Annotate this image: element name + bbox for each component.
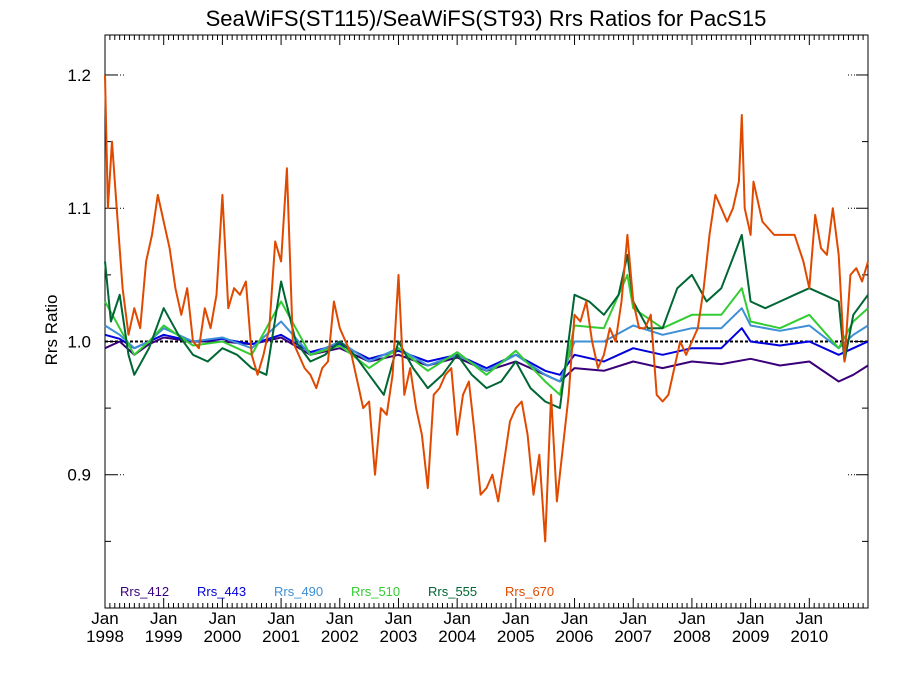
legend-entry: Rrs_443 [197,584,246,599]
x-tick-label-month: Jan [267,609,294,628]
x-tick-label-year: 2003 [380,627,418,646]
x-tick-label-month: Jan [678,609,705,628]
series-line [104,233,869,410]
chart-title: SeaWiFS(ST115)/SeaWiFS(ST93) Rrs Ratios … [206,6,767,31]
legend-entry: Rrs_510 [351,584,400,599]
x-tick-label-year: 2002 [321,627,359,646]
y-tick-label: 1.2 [67,66,91,85]
plot-area: 0.91.01.11.2Jan1998Jan1999Jan2000Jan2001… [67,34,869,646]
x-tick-label-year: 2001 [262,627,300,646]
x-tick-label-year: 2006 [556,627,594,646]
x-tick-label-month: Jan [209,609,236,628]
x-tick-label-year: 2004 [438,627,476,646]
x-tick-label-month: Jan [620,609,647,628]
legend-entry: Rrs_670 [505,584,554,599]
x-tick-label-month: Jan [737,609,764,628]
x-tick-label-year: 1999 [145,627,183,646]
x-tick-label-year: 2010 [790,627,828,646]
legend-entry: Rrs_490 [274,584,323,599]
legend-entry: Rrs_555 [428,584,477,599]
legend-entry: Rrs_412 [120,584,169,599]
x-tick-label-year: 2000 [203,627,241,646]
x-tick-label-year: 2007 [614,627,652,646]
x-tick-label-month: Jan [91,609,118,628]
x-tick-label-year: 2008 [673,627,711,646]
x-tick-label-year: 2009 [732,627,770,646]
x-tick-label-year: 2005 [497,627,535,646]
x-tick-label-month: Jan [561,609,588,628]
x-tick-label-month: Jan [385,609,412,628]
y-tick-label: 1.1 [67,199,91,218]
y-axis-label: Rrs Ratio [42,295,61,366]
legend: Rrs_412 Rrs_443 Rrs_490 Rrs_510 Rrs_555 Rrs_6… [120,584,554,599]
series-line [104,74,869,543]
x-tick-label-month: Jan [796,609,823,628]
y-tick-label: 1.0 [67,332,91,351]
x-tick-label-month: Jan [443,609,470,628]
x-tick-label-month: Jan [502,609,529,628]
x-tick-label-month: Jan [326,609,353,628]
series-line [104,273,869,396]
y-tick-label: 0.9 [67,466,91,485]
x-tick-label-year: 1998 [86,627,124,646]
series-line [104,307,869,383]
x-tick-label-month: Jan [150,609,177,628]
